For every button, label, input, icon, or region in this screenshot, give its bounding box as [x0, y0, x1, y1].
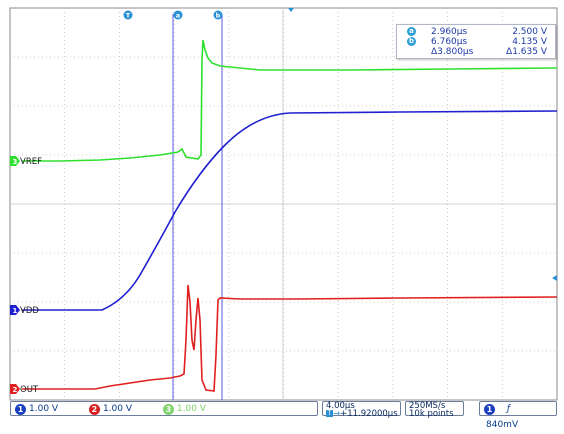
cursor-b-voltage: 4.135 V	[512, 37, 547, 47]
cursor-delta-row: Δ3.800µs Δ1.635 V	[397, 47, 555, 57]
ch2-badge: 2	[88, 404, 100, 415]
record-length: 10k points	[409, 409, 454, 419]
vref-trace	[22, 39, 558, 162]
cursor-delta-voltage: Δ1.635 V	[506, 47, 547, 57]
trigger-level: 840mV	[486, 420, 519, 430]
cursor-b-badge: b	[407, 37, 416, 46]
cursor-a-time: 2.960µs	[431, 27, 468, 37]
cursor-a-row: a 2.960µs 2.500 V	[397, 27, 555, 37]
out-trace	[22, 284, 558, 392]
cursor-delta-time: Δ3.800µs	[431, 47, 474, 57]
cursor-b-marker-label: b	[216, 12, 221, 20]
cursor-a-marker-label: a	[176, 12, 180, 20]
trigger-position-value: +11.92000µs	[340, 409, 398, 419]
cursor-b-time: 6.760µs	[431, 37, 468, 47]
vdd-label: VDD	[20, 306, 39, 316]
cursor-a-marker	[173, 10, 183, 20]
acquisition-box[interactable]: 250MS/s 10k points	[405, 401, 464, 419]
trigger-box[interactable]: 1 ƒ 840mV	[479, 401, 557, 430]
trigger-time-arrow	[288, 8, 294, 12]
sample-rate: 250MS/s	[409, 401, 446, 411]
cursor-a-voltage: 2.500 V	[512, 27, 547, 37]
rising-edge-icon: ƒ	[506, 404, 511, 414]
cursor-a-badge: a	[407, 27, 416, 36]
vdd-ground-marker[interactable]	[10, 305, 20, 315]
cursor-b-marker	[213, 10, 223, 20]
ch1-badge: 1	[15, 404, 26, 415]
cursor-readout-panel: a 2.960µs 2.500 V b 6.760µs 4.135 V Δ3.8…	[396, 24, 556, 59]
vref-label: VREF	[20, 157, 42, 167]
cursor-b-row: b 6.760µs 4.135 V	[397, 37, 555, 47]
timebase-box[interactable]: 4.00µs T →+11.92000µs	[322, 401, 401, 419]
vdd-marker-number: 1	[13, 307, 18, 315]
out-label: OUT	[20, 385, 39, 395]
status-bar: 1 1.00 V 2 1.00 V 3 1.00 V 4.00µs T →+11.920…	[10, 401, 557, 430]
vdd-trace	[22, 110, 558, 311]
timebase-value: 4.00µs	[326, 401, 355, 411]
trigger-position-icon: T	[326, 410, 333, 417]
out-marker-number: 2	[13, 386, 18, 394]
ch3-badge: 3	[162, 404, 174, 415]
trigger-channel-badge: 1	[484, 404, 495, 415]
vref-ground-marker[interactable]: 3	[10, 156, 20, 166]
svg-text:3: 3	[13, 158, 18, 166]
channel-scale-box[interactable]: 1 1.00 V 2 1.00 V 3 1.00 V	[10, 401, 318, 416]
trigger-marker-label: T	[126, 12, 131, 20]
trigger-position-readout: T →+11.92000µs	[326, 409, 398, 419]
trigger-position-marker	[123, 10, 133, 20]
ch3-scale: 1.00 V	[176, 404, 206, 414]
out-ground-marker[interactable]	[10, 384, 20, 394]
trigger-level-marker	[552, 275, 557, 281]
ch1-scale: 1.00 V	[29, 404, 59, 414]
ch2-scale: 1.00 V	[102, 404, 132, 414]
